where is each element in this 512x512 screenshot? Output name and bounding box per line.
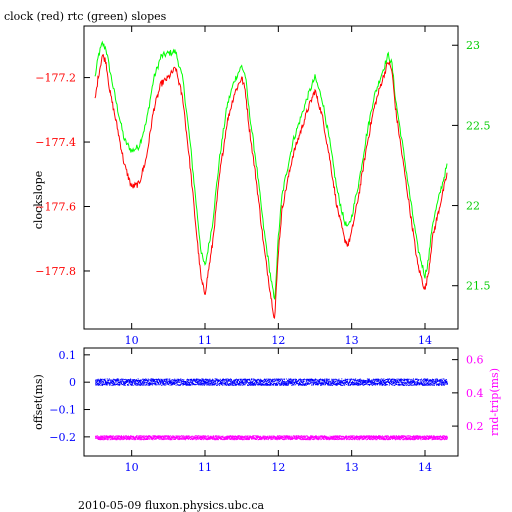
footer-label: 2010-05-09 fluxon.physics.ubc.ca <box>78 499 264 512</box>
slopes-x-tick-label: 10 <box>125 334 139 347</box>
slopes-frame <box>83 25 459 330</box>
offset-y-tick-label: −0.1 <box>49 404 76 417</box>
rnd-trip-ylabel: rnd-trip(ms) <box>488 368 501 436</box>
slopes-x-ticks: 10 11 12 13 14 <box>125 26 432 347</box>
slopes-x-tick-label: 13 <box>345 334 359 347</box>
offset-y-ticks: 0.1 0 −0.1 −0.2 <box>49 349 90 444</box>
offset-frame <box>83 347 459 457</box>
slopes-panel: clockslope 10 11 12 13 14 −177.2 −177.4 −177.6… <box>32 25 491 347</box>
offset-ylabel: offset(ms) <box>32 374 45 430</box>
slopes-x-tick-label: 12 <box>271 334 285 347</box>
slopes-x-tick-label: 14 <box>418 334 432 347</box>
slopes-y-tick-label: −177.2 <box>35 72 76 85</box>
offset-x-tick-label: 13 <box>345 461 359 474</box>
offset-x-tick-label: 10 <box>125 461 139 474</box>
offset-series <box>95 378 448 441</box>
slopes-y-tick-label: −177.4 <box>35 136 76 149</box>
slopes-x-tick-label: 11 <box>198 334 212 347</box>
offset-x-tick-label: 12 <box>271 461 285 474</box>
slopes-y2-ticks: 23 22.5 22 21.5 <box>452 39 491 293</box>
rnd-trip-points <box>95 435 448 441</box>
offset-x-tick-label: 11 <box>198 461 212 474</box>
offset-y-tick-label: 0 <box>69 376 76 389</box>
offset-x-ticks: 10 11 12 13 14 <box>125 348 432 474</box>
offset-points <box>95 378 448 386</box>
slopes-y-tick-label: −177.6 <box>35 201 76 214</box>
slopes-ylabel: clockslope <box>32 171 45 229</box>
rnd-trip-y2-ticks: 0.6 0.4 0.2 <box>452 354 484 433</box>
slopes-series <box>94 40 448 319</box>
slopes-y-tick-label: −177.8 <box>35 265 76 278</box>
rnd-trip-y2-tick-label: 0.6 <box>466 354 484 367</box>
offset-x-tick-label: 14 <box>418 461 432 474</box>
rnd-trip-y2-tick-label: 0.4 <box>466 387 484 400</box>
slopes-y-ticks: −177.2 −177.4 −177.6 −177.8 <box>35 72 90 278</box>
slopes-y2-tick-label: 23 <box>466 39 480 52</box>
offset-panel: offset(ms) rnd-trip(ms) 10 11 12 13 14 0.1 0 −… <box>32 347 501 474</box>
offset-y-tick-label: 0.1 <box>59 349 77 362</box>
offset-y-tick-label: −0.2 <box>49 431 76 444</box>
clock-line <box>94 53 448 319</box>
slopes-y2-tick-label: 22.5 <box>466 119 491 132</box>
top-chart-title: clock (red) rtc (green) slopes <box>4 10 167 23</box>
slopes-y2-tick-label: 22 <box>466 200 480 213</box>
rnd-trip-y2-tick-label: 0.2 <box>466 420 484 433</box>
slopes-y2-tick-label: 21.5 <box>466 280 491 293</box>
rtc-line <box>94 40 448 300</box>
